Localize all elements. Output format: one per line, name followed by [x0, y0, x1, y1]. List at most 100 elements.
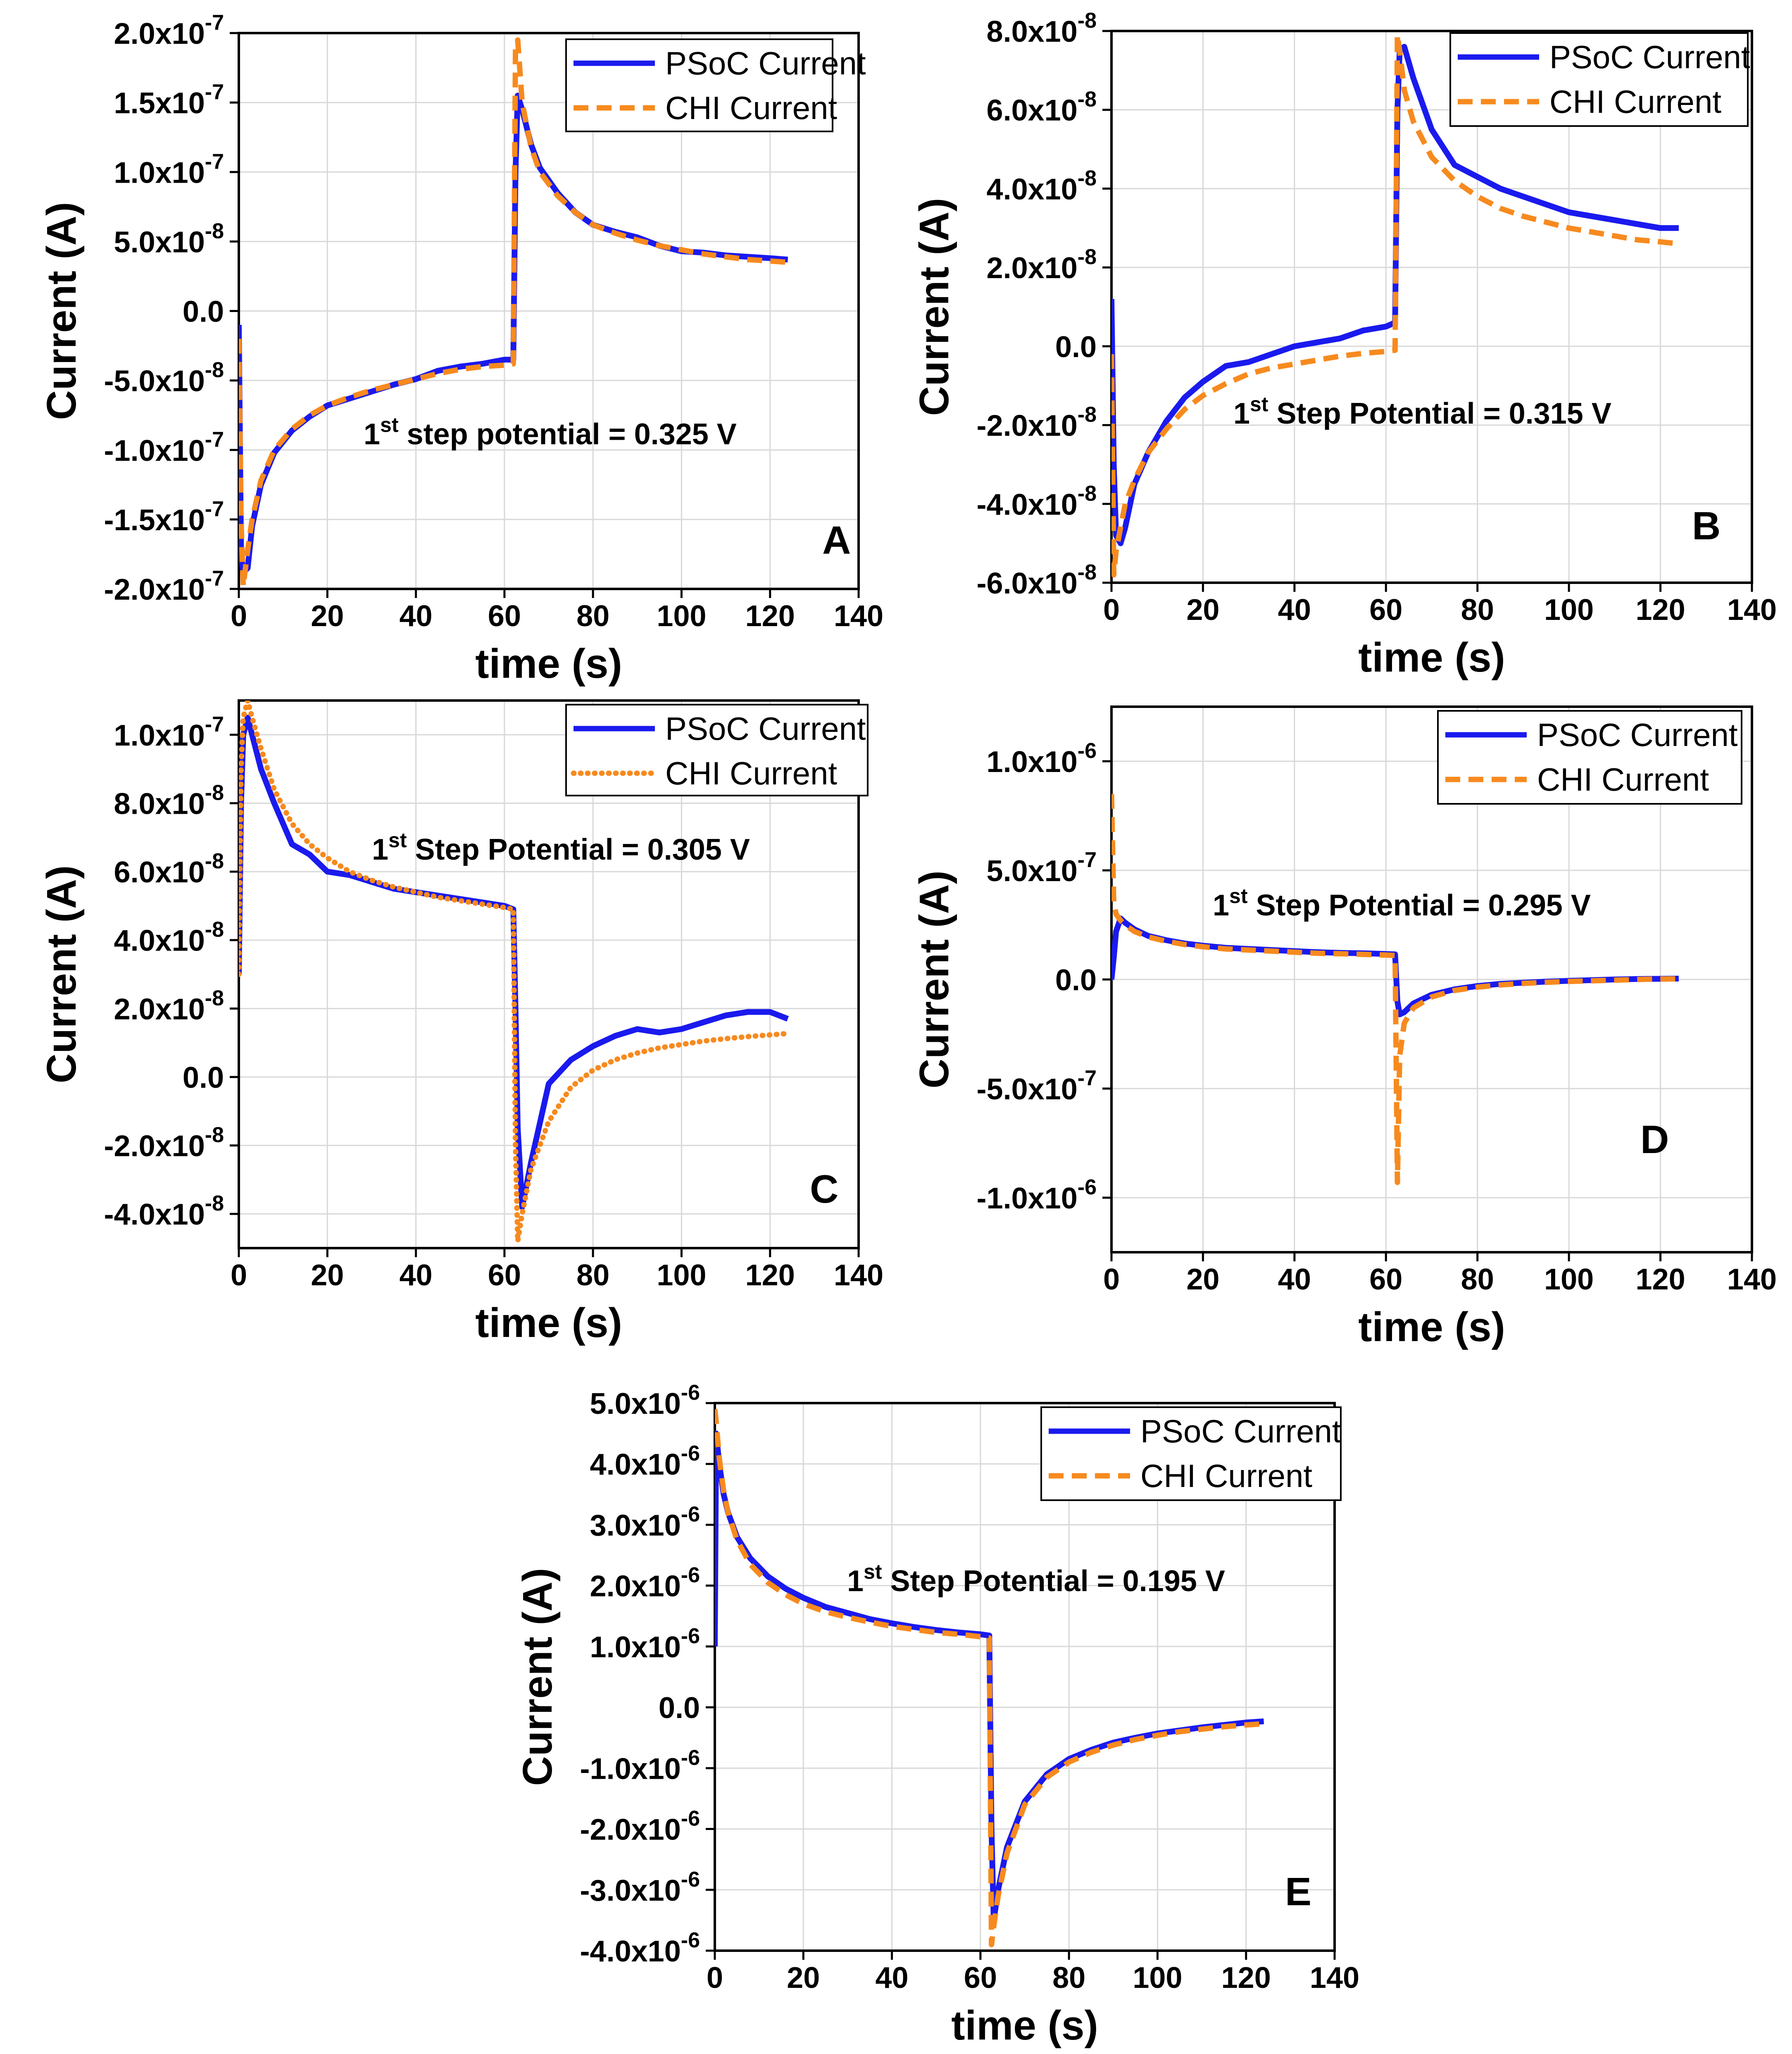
x-axis-title: time (s): [1358, 634, 1505, 681]
x-tick-label: 80: [1461, 1263, 1494, 1296]
x-tick-label: 120: [745, 1259, 795, 1292]
y-tick-label: -2.0x10-7: [104, 567, 224, 606]
chi-current-line: [715, 1408, 1264, 1947]
legend-chi-label: CHI Current: [665, 755, 837, 791]
y-tick-label: -4.0x10-8: [104, 1191, 224, 1231]
y-tick-label: 6.0x10-8: [987, 88, 1097, 127]
chart-panel-a: 0 20 40 60 80 100 120 140 -2.0x10-7 -1.5x10-7 -1.0…: [38, 11, 883, 687]
x-tick-label: 140: [834, 600, 883, 633]
y-tick-label: 4.0x10-8: [987, 166, 1097, 206]
x-tick-label: 100: [1544, 593, 1594, 627]
x-tick-label: 40: [876, 1961, 909, 1994]
x-tick-label: 0: [231, 1259, 247, 1292]
y-tick-label: -2.0x10-8: [104, 1123, 224, 1163]
chi-current-line: [239, 37, 788, 589]
legend-chi-label: CHI Current: [1140, 1458, 1312, 1494]
legend-box: [1040, 1406, 1342, 1501]
x-tick-label: 20: [311, 600, 344, 633]
y-tick-label: 4.0x10-6: [590, 1442, 700, 1481]
y-tick-label: 5.0x10-8: [114, 219, 224, 259]
x-tick-label: 120: [1636, 1263, 1685, 1296]
y-axis-title: Current (A): [911, 870, 957, 1089]
series-group: [715, 1408, 1264, 1947]
x-axis-title: time (s): [1358, 1304, 1505, 1350]
y-tick-label: 1.5x10-7: [114, 80, 224, 120]
y-tick-label: 5.0x10-7: [987, 848, 1097, 888]
y-tick-label: 0.0: [659, 1692, 700, 1725]
y-tick-label: 3.0x10-6: [590, 1502, 700, 1542]
panel-label: B: [1692, 504, 1721, 548]
x-tick-label: 0: [1103, 593, 1120, 627]
legend-box: [1437, 710, 1742, 805]
y-axis-title: Current (A): [911, 198, 957, 416]
y-tick-label: 0.0: [183, 1061, 224, 1094]
chi-current-line: [1111, 794, 1679, 1185]
plot-frame: [714, 1402, 1336, 1952]
series-group: [1111, 794, 1679, 1185]
x-tick-label: 100: [657, 600, 706, 633]
y-tick-label: 2.0x10-8: [114, 986, 224, 1026]
x-tick-label: 0: [231, 600, 247, 633]
x-tick-label: 40: [1278, 593, 1311, 627]
x-tick-label: 0: [707, 1961, 723, 1994]
x-tick-label: 140: [1727, 1263, 1777, 1296]
y-tick-label: 0.0: [1055, 331, 1097, 364]
x-tick-label: 0: [1103, 1263, 1120, 1296]
x-tick-label: 60: [488, 600, 521, 633]
x-axis-title: time (s): [475, 641, 622, 687]
x-tick-label: 80: [576, 600, 609, 633]
y-tick-label: -5.0x10-8: [104, 358, 224, 398]
y-tick-label: 1.0x10-7: [114, 712, 224, 752]
legend-psoc-label: PSoC Current: [1549, 39, 1750, 75]
y-tick-label: 5.0x10-6: [590, 1381, 700, 1420]
y-tick-label: 8.0x10-8: [987, 9, 1097, 48]
series-group: [239, 701, 791, 1244]
legend-psoc-label: PSoC Current: [1140, 1413, 1341, 1449]
y-tick-label: -1.0x10-6: [580, 1746, 700, 1785]
y-tick-label: -4.0x10-8: [977, 481, 1097, 521]
y-axis-title: Current (A): [514, 1568, 561, 1786]
step-potential-annotation: 1st Step Potential = 0.295 V: [1213, 884, 1591, 922]
x-tick-label: 140: [834, 1259, 883, 1292]
y-tick-label: -1.0x10-7: [104, 428, 224, 467]
legend-chi-label: CHI Current: [1537, 761, 1709, 798]
y-tick-label: 8.0x10-8: [114, 781, 224, 820]
panel-label: C: [810, 1167, 838, 1211]
legend-psoc-label: PSoC Current: [1537, 717, 1738, 753]
legend-box: [565, 38, 833, 132]
y-tick-label: -4.0x10-6: [580, 1928, 700, 1968]
panel-label: E: [1285, 1870, 1311, 1914]
series-group: [239, 37, 788, 589]
y-tick-label: 0.0: [1055, 964, 1097, 997]
y-tick-label: -2.0x10-6: [580, 1807, 700, 1847]
x-tick-label: 60: [1369, 593, 1402, 627]
y-tick-label: 1.0x10-6: [590, 1624, 700, 1664]
chart-panel-e: 0 20 40 60 80 100 120 140 -4.0x10-6 -3.0x10-6 -2.0…: [514, 1381, 1359, 2049]
x-tick-label: 60: [1369, 1263, 1402, 1296]
x-tick-label: 120: [745, 600, 795, 633]
x-tick-label: 120: [1221, 1961, 1271, 1994]
series-group: [1111, 32, 1679, 578]
step-potential-annotation: 1st step potential = 0.325 V: [364, 413, 737, 451]
legend-chi-label: CHI Current: [1549, 83, 1721, 120]
step-potential-annotation: 1st Step Potential = 0.195 V: [847, 1560, 1225, 1598]
x-tick-label: 100: [1133, 1961, 1182, 1994]
y-tick-label: -5.0x10-7: [977, 1066, 1097, 1106]
y-tick-label: 2.0x10-7: [114, 11, 224, 50]
legend-chi-label: CHI Current: [665, 90, 837, 126]
legend-box: [565, 704, 869, 796]
y-tick-label: 1.0x10-7: [114, 150, 224, 189]
chart-panel-b: 0 20 40 60 80 100 120 140 -6.0x10-8 -4.0x10-8 -2.0…: [911, 9, 1777, 681]
y-tick-label: 2.0x10-8: [987, 245, 1097, 285]
x-tick-label: 140: [1310, 1961, 1359, 1994]
y-tick-label: -3.0x10-6: [580, 1868, 700, 1907]
x-tick-label: 120: [1636, 593, 1685, 627]
legend-psoc-label: PSoC Current: [665, 710, 866, 747]
x-tick-label: 100: [657, 1259, 706, 1292]
x-tick-label: 60: [964, 1961, 997, 1994]
y-tick-label: -2.0x10-8: [977, 403, 1097, 443]
step-potential-annotation: 1st Step Potential = 0.315 V: [1233, 393, 1611, 430]
x-tick-label: 80: [1052, 1961, 1085, 1994]
y-tick-label: -1.0x10-6: [977, 1175, 1097, 1215]
